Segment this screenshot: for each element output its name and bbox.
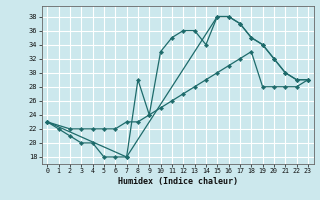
X-axis label: Humidex (Indice chaleur): Humidex (Indice chaleur) — [118, 177, 237, 186]
